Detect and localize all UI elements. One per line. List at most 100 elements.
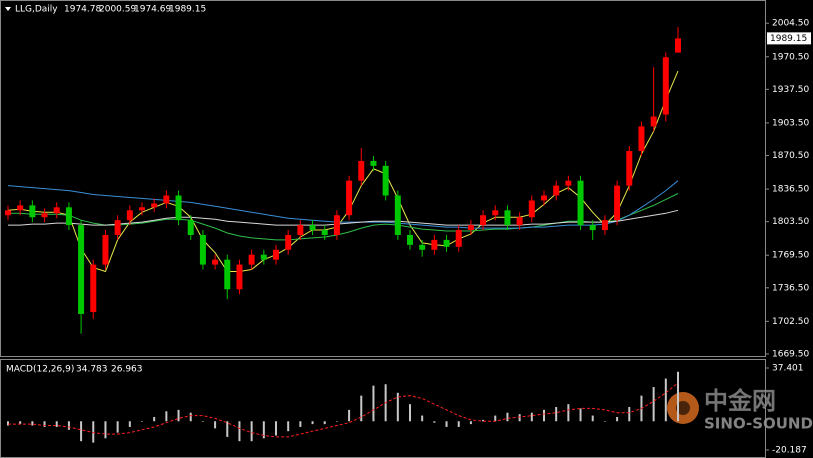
candle-body [492,210,499,216]
candle-body [309,225,316,231]
candle-body [407,234,413,245]
macd-bar [543,409,545,422]
candle-body [236,264,243,290]
macd-bar [31,421,34,426]
candle-body [78,225,85,314]
candle-body [431,239,438,250]
watermark: 中金网 SINO-SOUND [667,387,813,433]
macd-bar [360,395,363,422]
menu-arrow[interactable] [5,7,11,11]
candle-body [443,239,450,247]
candle-body [358,160,365,181]
macd-bar [530,412,533,422]
price-label: 1989.15 [770,34,807,44]
macd-bar [128,421,131,427]
macd-bar [494,415,497,422]
macd-bar [201,421,204,422]
macd-bar [567,404,570,422]
macd-bar [469,421,472,425]
macd-bar [482,419,485,422]
y-tick-label: 1769.50 [772,251,809,261]
main-frame [0,0,766,357]
candle-body [126,210,133,221]
watermark-brand: 中金网 [704,387,776,415]
macd-bar [518,414,521,422]
macd-bar [275,421,277,436]
macd-bar [67,421,70,430]
macd-bar [409,404,411,422]
macd-bar [104,421,107,439]
candle-body [273,249,279,260]
macd-bar [141,421,143,422]
macd-bar [421,415,424,422]
candle-body [139,207,145,211]
macd-bar [43,421,46,427]
macd-bar [591,415,594,422]
macd-bar [299,421,302,427]
candle-body [114,220,121,235]
macd-bar [19,421,22,425]
moving-average [7,180,679,229]
y-tick-label: 1669.50 [772,349,809,359]
macd-bar [55,421,58,427]
macd-signal-value: 26.963 [111,365,143,375]
candle-body [17,205,24,211]
candle-body [102,234,109,265]
macd-bar [165,411,168,422]
candle-body [151,203,158,208]
y-tick-label: 1736.50 [772,283,809,293]
macd-bar [396,392,399,422]
macd-bar [116,421,119,433]
macd-bar [445,421,448,427]
macd-bar [372,385,375,422]
candle-body [248,254,255,265]
candle-body [589,225,596,231]
macd-bar [628,407,631,422]
candle-body [480,215,487,226]
macd-bar [214,421,217,429]
header-open: 1974.78 [64,5,101,15]
y-tick-label: 2004.50 [772,19,809,29]
candle-body [321,230,328,235]
macd-bar [262,421,265,439]
macd-bar [457,421,460,427]
macd-bar [287,421,290,432]
candle-body [626,151,633,186]
candle-body [175,195,182,221]
macd-bar [153,416,156,422]
candle-body [65,207,72,226]
candle-body [346,180,353,216]
candle-body [516,217,523,226]
candle-body [504,210,511,226]
candle-body [638,126,645,152]
candle-body [90,264,97,312]
candle-body [553,185,560,196]
macd-bar [433,421,436,423]
y-tick-label: -20.187 [772,446,807,456]
macd-bar [348,409,351,422]
header-close: 1989.15 [169,5,206,15]
candle-body [285,234,292,250]
header-high: 2000.59 [99,5,136,15]
macd-bar [664,378,667,422]
candle-body [394,195,401,235]
macd-bar [555,407,558,422]
candle-body [662,57,669,115]
candle-body [650,116,657,127]
candle-body [212,259,219,265]
candle-body [382,165,389,196]
macd-bar [323,421,326,425]
macd-bar [189,412,192,422]
candle-body [163,195,170,204]
macd-value: 34.783 [76,365,108,375]
candle-body [199,234,206,265]
candle-body [224,259,231,290]
macd-bar [652,387,655,422]
y-tick-label: 1702.50 [772,317,809,327]
candle-body [467,225,474,231]
candle-body [577,180,584,226]
macd-bar [335,421,338,422]
y-tick-label: 1903.50 [772,118,809,128]
y-tick-label: 1937.50 [772,85,809,95]
